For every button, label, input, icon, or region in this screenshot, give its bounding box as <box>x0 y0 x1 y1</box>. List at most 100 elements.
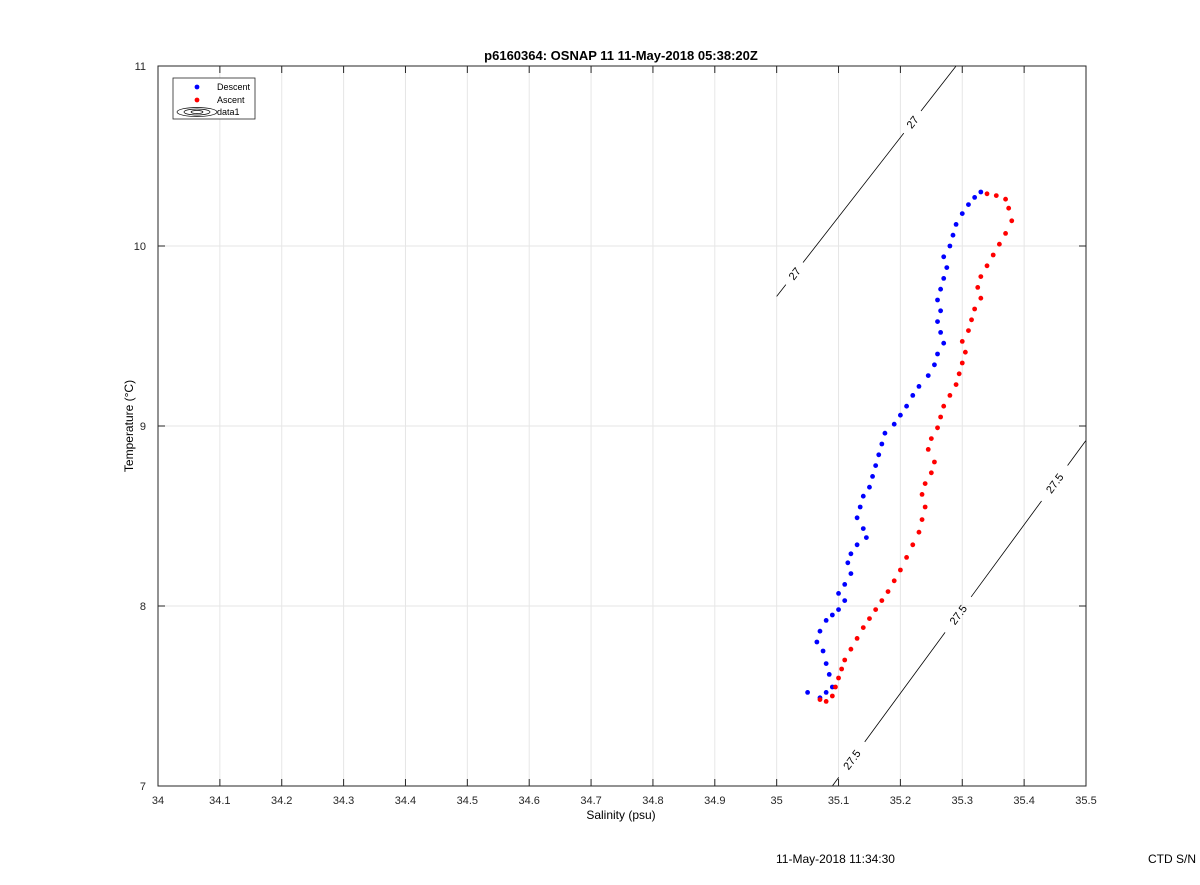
series-layer <box>805 189 1015 704</box>
data-point-descent <box>944 265 950 270</box>
x-tick-label: 35.2 <box>890 795 911 807</box>
data-point-descent <box>932 362 937 368</box>
x-tick-label: 34.5 <box>457 795 478 807</box>
data-point-ascent <box>839 666 845 672</box>
series-ascent <box>817 191 1015 704</box>
data-point-ascent <box>848 646 854 652</box>
footer-ctd-label: CTD S/N <box>1148 852 1196 866</box>
data-point-ascent <box>916 529 922 535</box>
data-point-ascent <box>823 699 829 704</box>
x-tick-label: 34.3 <box>333 795 354 807</box>
data-point-descent <box>935 351 940 357</box>
data-point-ascent <box>836 675 841 681</box>
data-point-ascent <box>891 578 897 584</box>
data-point-descent <box>863 535 869 540</box>
data-point-ascent <box>885 589 891 594</box>
data-point-ascent <box>953 382 959 387</box>
data-point-descent <box>854 515 860 521</box>
y-axis-label: Temperature (°C) <box>122 380 136 472</box>
legend-box <box>172 77 256 120</box>
data-point-descent <box>953 222 959 227</box>
x-tick-label: 34.2 <box>271 795 292 807</box>
data-point-descent <box>860 493 866 499</box>
data-point-descent <box>876 452 882 458</box>
data-point-descent <box>867 484 872 490</box>
data-point-ascent <box>867 616 872 621</box>
data-point-descent <box>978 189 984 195</box>
data-point-ascent <box>1009 218 1015 224</box>
y-tick-label: 10 <box>134 241 146 253</box>
x-axis-ticks: 34 34.1 34.2 34.3 34.4 34.5 34.6 34.7 34.8 34.9 35… <box>152 66 1097 807</box>
data-point-descent <box>959 211 965 217</box>
data-point-ascent <box>919 492 925 497</box>
data-point-descent <box>826 672 832 677</box>
y-tick-label: 8 <box>140 601 146 613</box>
y-tick-label: 11 <box>135 61 146 73</box>
data-point-descent <box>916 384 922 389</box>
isopycnal-label: 27 <box>787 266 804 283</box>
data-point-descent <box>972 195 978 200</box>
data-point-ascent <box>925 447 931 452</box>
data-point-descent <box>842 582 848 587</box>
footer-timestamp: 11-May-2018 11:34:30 <box>776 852 895 866</box>
data-point-descent <box>938 286 944 292</box>
data-point-ascent <box>873 607 879 612</box>
data-point-descent <box>891 421 897 427</box>
data-point-descent <box>823 661 829 666</box>
data-point-descent <box>950 232 956 238</box>
isopycnal-line <box>802 132 905 263</box>
legend-marker-descent <box>194 84 200 90</box>
x-tick-label: 34.8 <box>642 795 663 807</box>
data-point-descent <box>935 319 940 324</box>
data-point-ascent <box>922 504 928 510</box>
data-point-ascent <box>932 459 937 465</box>
data-point-descent <box>941 254 947 260</box>
data-point-ascent <box>904 555 909 560</box>
data-point-ascent <box>984 191 990 197</box>
data-point-ascent <box>990 252 996 258</box>
data-point-descent <box>966 202 971 208</box>
data-point-ascent <box>919 517 925 522</box>
data-point-ascent <box>959 339 965 344</box>
data-point-descent <box>814 639 820 645</box>
y-axis-ticks: 7 8 9 10 11 <box>134 61 1086 793</box>
data-point-ascent <box>969 317 974 323</box>
data-point-ascent <box>922 481 928 486</box>
data-point-ascent <box>978 274 984 279</box>
data-point-ascent <box>966 328 971 333</box>
data-point-descent <box>829 612 835 618</box>
data-point-descent <box>805 690 810 695</box>
x-tick-label: 34 <box>152 795 164 807</box>
legend-marker-ascent <box>194 97 200 103</box>
x-tick-label: 35.1 <box>828 795 849 807</box>
x-tick-label: 35.3 <box>952 795 973 807</box>
x-tick-label: 35.4 <box>1013 795 1034 807</box>
x-tick-label: 34.6 <box>518 795 539 807</box>
legend-label-ascent: Ascent <box>217 95 245 105</box>
data-point-ascent <box>833 684 838 690</box>
x-tick-label: 35 <box>771 795 783 807</box>
data-point-descent <box>879 441 885 447</box>
data-point-descent <box>857 504 863 510</box>
x-tick-label: 34.4 <box>395 795 416 807</box>
data-point-ascent <box>898 567 903 573</box>
data-point-ascent <box>938 414 944 420</box>
data-point-ascent <box>928 436 934 441</box>
data-point-descent <box>904 403 909 409</box>
data-point-descent <box>938 308 944 314</box>
data-point-ascent <box>842 657 848 663</box>
data-point-ascent <box>996 241 1002 247</box>
isopycnal-line <box>832 777 840 787</box>
data-point-ascent <box>879 598 885 603</box>
data-point-ascent <box>978 295 984 301</box>
series-descent <box>805 189 984 701</box>
data-point-descent <box>860 526 866 531</box>
data-point-descent <box>836 591 841 596</box>
legend-label-data1: data1 <box>217 107 240 117</box>
x-tick-label: 35.5 <box>1075 795 1096 807</box>
data-point-ascent <box>829 693 835 699</box>
data-point-ascent <box>817 697 823 702</box>
data-point-descent <box>823 618 829 623</box>
isopycnal-line <box>776 284 787 297</box>
